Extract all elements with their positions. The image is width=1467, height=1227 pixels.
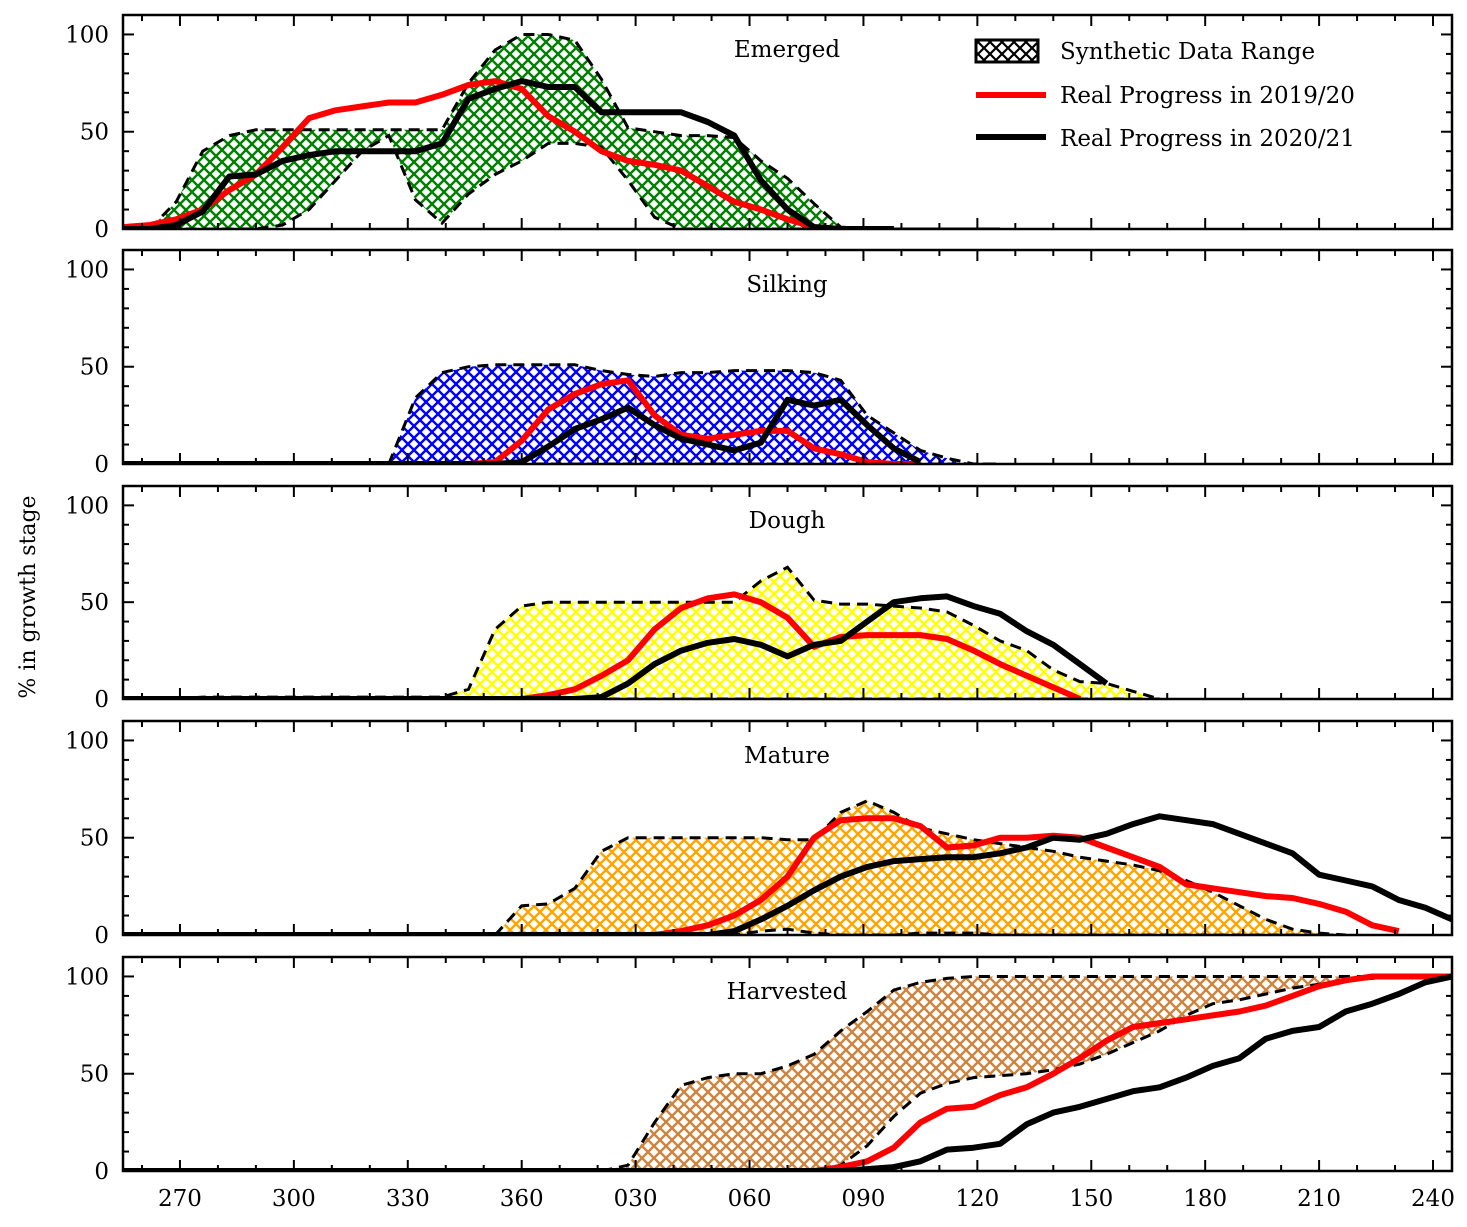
panel-mature: 0 50 100 Mature	[65, 719, 1454, 949]
y-axis-label: % in growth stage	[16, 495, 41, 698]
real-2020-line	[123, 593, 1109, 699]
real-2020-line	[123, 813, 1452, 935]
real-2020-line	[123, 78, 894, 229]
x-ticks	[140, 250, 1435, 464]
x-tick-label: 300	[272, 1186, 316, 1212]
legend: Synthetic Data Range Real Progress in 20…	[974, 38, 1355, 152]
plot-area	[123, 799, 1452, 935]
y-tick-label: 0	[94, 923, 109, 949]
panel-title: Mature	[744, 743, 830, 769]
x-tick-label: 150	[1069, 1186, 1113, 1212]
x-ticks	[140, 721, 1435, 935]
synthetic-lower-line	[601, 975, 1452, 1171]
y-tick-label: 50	[80, 826, 109, 852]
synthetic-upper-line	[387, 363, 1001, 464]
y-tick-label: 50	[80, 355, 109, 381]
x-tick-label: 030	[614, 1186, 658, 1212]
y-tick-label: 0	[94, 452, 109, 478]
x-tick-label: 360	[500, 1186, 544, 1212]
x-ticks	[140, 15, 1435, 229]
synthetic-range-area	[601, 976, 1452, 1171]
plot-area	[123, 33, 1001, 229]
y-tick-label: 50	[80, 590, 109, 616]
x-tick-labels: 270 300 330 360 030 060 090 120 150 180 210 240	[158, 1186, 1455, 1212]
y-tick-label: 50	[80, 1062, 109, 1088]
y-ticks	[123, 485, 1452, 700]
y-tick-label: 100	[65, 728, 109, 754]
y-tick-label: 100	[65, 22, 109, 48]
panel-silking: 0 50 100 Silking	[65, 248, 1454, 478]
y-ticks	[123, 14, 1452, 230]
x-tick-label: 270	[158, 1186, 202, 1212]
x-tick-label: 240	[1411, 1186, 1455, 1212]
x-tick-label: 060	[728, 1186, 772, 1212]
x-tick-label: 120	[955, 1186, 999, 1212]
real-2019-line	[123, 591, 1082, 699]
legend-label-synthetic: Synthetic Data Range	[1060, 39, 1315, 65]
panel-title: Harvested	[727, 979, 848, 1005]
plot-area	[123, 973, 1452, 1171]
panels-layer: 0 50 100 Emerged 0 50 100 Silking 0 50 100 Dough 0 50…	[65, 13, 1454, 1185]
y-tick-label: 100	[65, 257, 109, 283]
y-tick-label: 100	[65, 964, 109, 990]
y-tick-label: 0	[94, 217, 109, 243]
x-tick-label: 330	[386, 1186, 430, 1212]
y-tick-label: 0	[94, 1159, 109, 1185]
real-2019-line	[123, 973, 1452, 1171]
panel-title: Silking	[746, 272, 828, 298]
panel-title: Emerged	[734, 37, 841, 63]
plot-area	[123, 565, 1161, 699]
panel-emerged: 0 50 100 Emerged	[65, 13, 1454, 243]
synthetic-range-area	[495, 800, 1346, 935]
y-ticks	[123, 249, 1452, 465]
x-tick-label: 210	[1297, 1186, 1341, 1212]
panel-harvested: 0 50 100 Harvested	[65, 955, 1454, 1185]
y-tick-label: 0	[94, 687, 109, 713]
real-2019-line	[123, 815, 1400, 935]
x-tick-label: 180	[1183, 1186, 1227, 1212]
legend-hatch-swatch	[974, 38, 1040, 64]
legend-label-2019: Real Progress in 2019/20	[1060, 83, 1355, 109]
real-2019-line	[123, 377, 921, 464]
x-tick-label: 090	[841, 1186, 885, 1212]
panel-title: Dough	[749, 508, 826, 534]
y-ticks	[123, 956, 1452, 1172]
x-ticks	[140, 957, 1435, 1171]
y-ticks	[123, 720, 1452, 936]
synthetic-range-area	[388, 364, 1001, 464]
y-tick-label: 50	[80, 120, 109, 146]
x-ticks	[140, 486, 1435, 699]
legend-label-2020: Real Progress in 2020/21	[1060, 126, 1355, 152]
y-tick-label: 100	[65, 493, 109, 519]
real-2020-line	[123, 973, 1452, 1171]
synthetic-upper-line	[601, 975, 1452, 1171]
plot-area	[123, 363, 1001, 464]
panel-dough: 0 50 100 Dough	[65, 484, 1454, 713]
synthetic-range-area	[123, 567, 1160, 699]
